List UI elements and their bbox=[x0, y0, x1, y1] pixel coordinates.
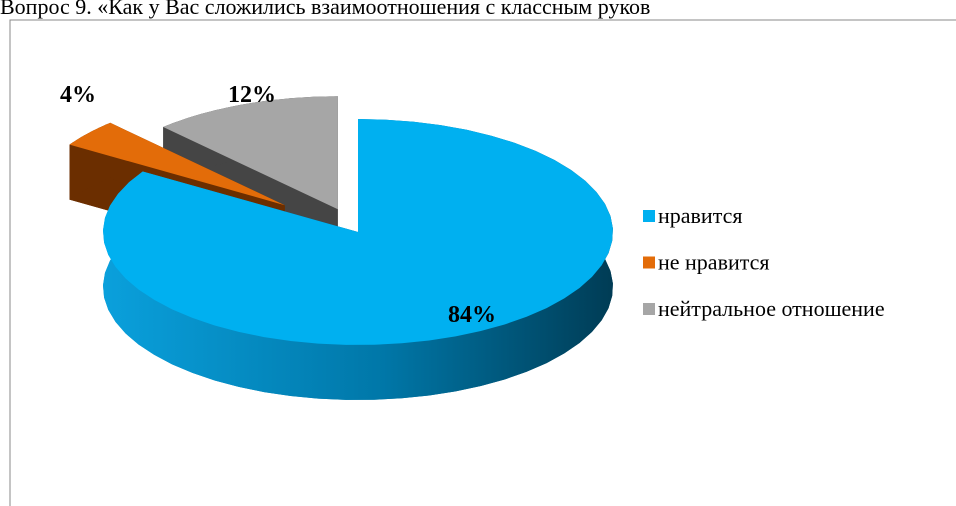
slice-top bbox=[163, 96, 338, 210]
legend-label: не нравится bbox=[658, 250, 770, 275]
legend-swatch bbox=[643, 210, 655, 222]
legend-label: нейтральное отношение bbox=[658, 296, 885, 321]
legend-swatch bbox=[643, 256, 655, 269]
chart-title: Вопрос 9. «Как у Вас сложились взаимоотн… bbox=[0, 0, 650, 19]
data-label: 12% bbox=[228, 82, 276, 108]
slice-top bbox=[103, 119, 613, 345]
pie: 84% 4% 12% bbox=[60, 82, 613, 400]
legend-swatch bbox=[643, 303, 655, 315]
legend-label: нравится bbox=[658, 203, 742, 228]
legend: нравится не нравится нейтральное отношение bbox=[643, 203, 885, 321]
slice-top bbox=[69, 122, 285, 206]
data-label: 84% bbox=[448, 302, 496, 328]
data-label: 4% bbox=[60, 82, 96, 108]
chart-frame bbox=[9, 19, 956, 506]
pie-slice bbox=[103, 119, 613, 400]
